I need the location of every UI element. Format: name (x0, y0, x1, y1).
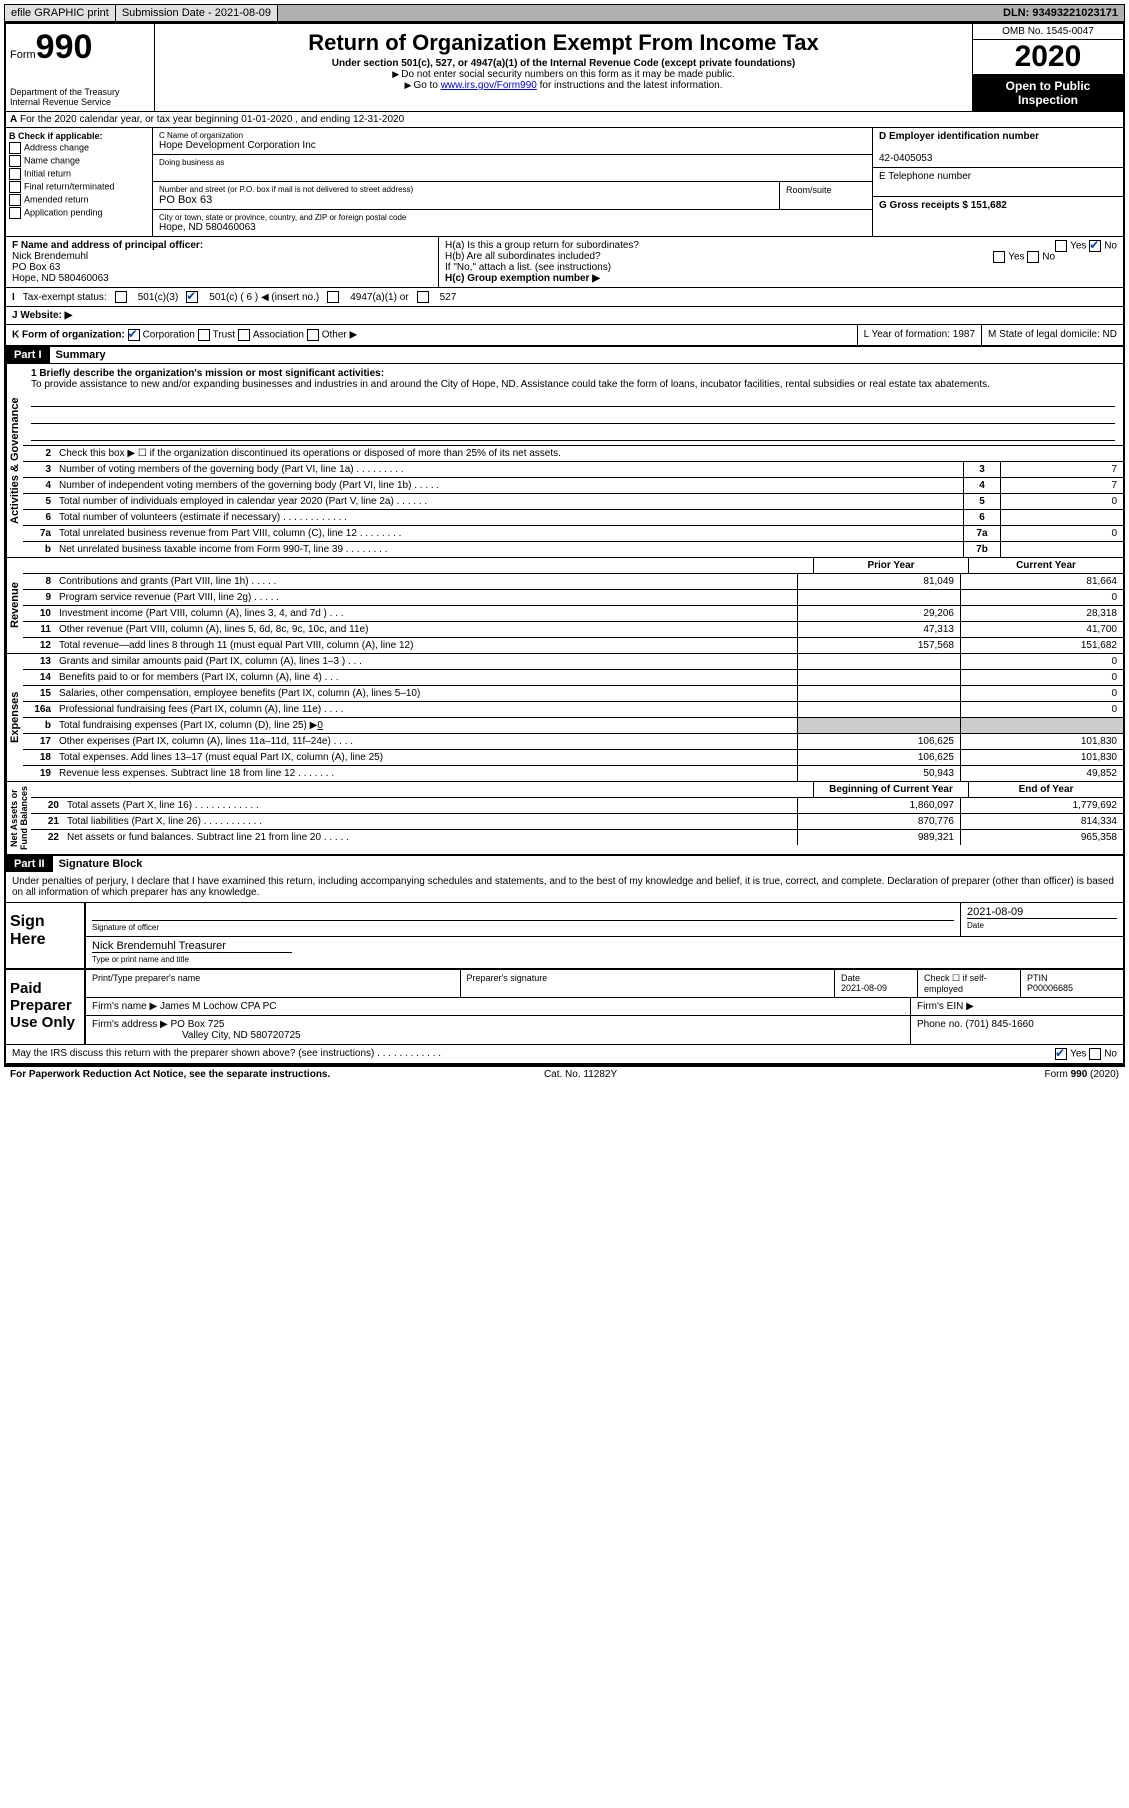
officer-box: F Name and address of principal officer:… (6, 237, 439, 287)
form-frame: Form990 Department of the Treasury Inter… (4, 22, 1125, 1067)
omb-number: OMB No. 1545-0047 (973, 24, 1123, 40)
title-column: Return of Organization Exempt From Incom… (155, 24, 973, 111)
sign-here-label: Sign Here (6, 903, 84, 968)
hb-no-checkbox[interactable] (1027, 251, 1039, 263)
officer-name: Nick Brendemuhl Treasurer (92, 940, 292, 953)
4947-checkbox[interactable] (327, 291, 339, 303)
other-checkbox[interactable] (307, 329, 319, 341)
form-number-box: Form990 Department of the Treasury Inter… (6, 24, 155, 111)
final-return-checkbox[interactable] (9, 181, 21, 193)
ha-yes-checkbox[interactable] (1055, 240, 1067, 252)
prior-year-header: Prior Year (813, 558, 968, 573)
checkbox-column: B Check if applicable: Address change Na… (6, 128, 153, 236)
firm-name: James M Lochow CPA PC (160, 1001, 277, 1012)
part2-header: Part II (6, 856, 53, 872)
form-org-row: K Form of organization: Corporation Trus… (6, 325, 857, 345)
line7a-value: 0 (1000, 526, 1123, 541)
efile-button[interactable]: efile GRAPHIC print (5, 5, 116, 21)
current-year-header: Current Year (968, 558, 1123, 573)
discuss-no-checkbox[interactable] (1089, 1048, 1101, 1060)
beginning-year-header: Beginning of Current Year (813, 782, 968, 797)
public-inspection: Open to Public Inspection (973, 75, 1123, 111)
501c-checkbox[interactable] (186, 291, 198, 303)
subtitle-3: Go to www.irs.gov/Form990 for instructio… (163, 80, 964, 91)
trust-checkbox[interactable] (198, 329, 210, 341)
501c3-checkbox[interactable] (115, 291, 127, 303)
net-assets-tab: Net Assets orFund Balances (6, 782, 31, 854)
dept-label: Department of the Treasury Internal Reve… (10, 87, 150, 107)
website-row: J Website: ▶ (6, 307, 1123, 325)
line4-value: 7 (1000, 478, 1123, 493)
org-street: PO Box 63 (159, 194, 212, 206)
state-domicile: M State of legal domicile: ND (981, 325, 1123, 345)
firm-phone: Phone no. (701) 845-1660 (911, 1016, 1123, 1044)
form-version: Form 990 (2020) (1044, 1069, 1118, 1080)
address-change-checkbox[interactable] (9, 142, 21, 154)
expenses-tab: Expenses (6, 654, 23, 781)
discuss-question: May the IRS discuss this return with the… (12, 1048, 441, 1060)
form-title: Return of Organization Exempt From Incom… (163, 30, 964, 56)
year-box: OMB No. 1545-0047 2020 Open to Public In… (973, 24, 1123, 111)
period-row: A For the 2020 calendar year, or tax yea… (6, 112, 1123, 128)
mission-text: To provide assistance to new and/or expa… (31, 379, 990, 390)
association-checkbox[interactable] (238, 329, 250, 341)
end-year-header: End of Year (968, 782, 1123, 797)
ha-no-checkbox[interactable] (1089, 240, 1101, 252)
part1-header: Part I (6, 347, 50, 363)
ein-column: D Employer identification number42-04050… (872, 128, 1123, 236)
tax-status-row: ITax-exempt status: 501(c)(3) 501(c) ( 6… (6, 288, 1123, 307)
room-suite: Room/suite (779, 182, 872, 209)
527-checkbox[interactable] (417, 291, 429, 303)
address-column: C Name of organizationHope Development C… (153, 128, 872, 236)
submission-date: Submission Date - 2021-08-09 (116, 5, 278, 21)
subtitle-1: Under section 501(c), 527, or 4947(a)(1)… (163, 58, 964, 69)
amended-return-checkbox[interactable] (9, 194, 21, 206)
mission-section: 1 Briefly describe the organization's mi… (23, 364, 1123, 446)
activities-tab: Activities & Governance (6, 364, 23, 557)
dln-label: DLN: 93493221023171 (997, 5, 1124, 21)
group-return-box: H(a) Is this a group return for subordin… (439, 237, 1123, 287)
part1-title: Summary (50, 347, 112, 363)
form-number: 990 (36, 28, 93, 66)
form-label: Form (10, 49, 36, 61)
top-toolbar: efile GRAPHIC print Submission Date - 20… (4, 4, 1125, 22)
application-pending-checkbox[interactable] (9, 207, 21, 219)
line7b-value (1000, 542, 1123, 557)
irs-link[interactable]: www.irs.gov/Form990 (441, 80, 537, 91)
gross-receipts: G Gross receipts $ 151,682 (879, 200, 1007, 211)
paid-preparer-label: Paid Preparer Use Only (6, 970, 84, 1044)
ptin-value: P00006685 (1027, 983, 1073, 993)
discuss-yes-checkbox[interactable] (1055, 1048, 1067, 1060)
line6-value (1000, 510, 1123, 525)
line3-value: 7 (1000, 462, 1123, 477)
hb-yes-checkbox[interactable] (993, 251, 1005, 263)
initial-return-checkbox[interactable] (9, 168, 21, 180)
catalog-number: Cat. No. 11282Y (544, 1069, 617, 1080)
line5-value: 0 (1000, 494, 1123, 509)
ein-value: 42-0405053 (879, 153, 932, 164)
part2-title: Signature Block (53, 856, 149, 872)
sign-date: 2021-08-09 (967, 906, 1117, 919)
org-name: Hope Development Corporation Inc (159, 140, 316, 151)
perjury-statement: Under penalties of perjury, I declare th… (6, 872, 1123, 903)
tax-year: 2020 (973, 40, 1123, 75)
year-formation: L Year of formation: 1987 (857, 325, 981, 345)
org-city: Hope, ND 580460063 (159, 222, 256, 233)
name-change-checkbox[interactable] (9, 155, 21, 167)
subtitle-2: Do not enter social security numbers on … (163, 69, 964, 80)
revenue-tab: Revenue (6, 558, 23, 653)
page-footer: For Paperwork Reduction Act Notice, see … (4, 1067, 1125, 1082)
corporation-checkbox[interactable] (128, 329, 140, 341)
